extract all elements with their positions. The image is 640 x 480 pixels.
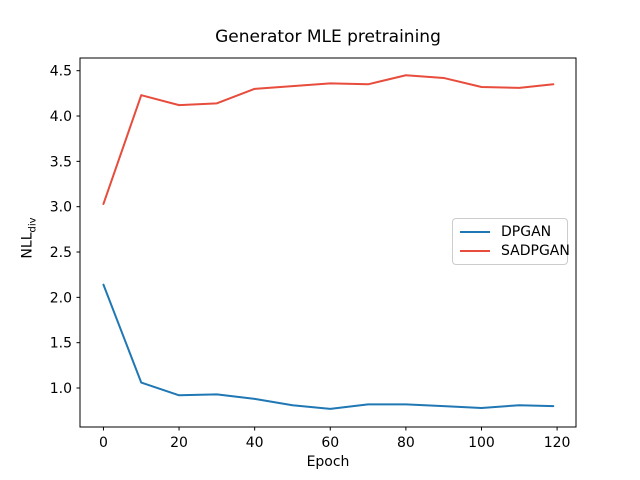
y-tick-label: 3.0 xyxy=(50,200,72,216)
axes-frame xyxy=(79,57,577,428)
y-tick-label: 4.5 xyxy=(50,64,72,80)
legend: DPGAN SADPGAN xyxy=(452,218,570,265)
x-axis-label: Epoch xyxy=(306,454,350,470)
sadpgan-line xyxy=(102,74,555,205)
legend-item-dpgan: DPGAN xyxy=(460,224,560,240)
x-tick-label: 20 xyxy=(170,435,188,451)
x-tick-label: 80 xyxy=(397,435,415,451)
legend-item-sadpgan: SADPGAN xyxy=(460,243,570,259)
y-tick-label: 1.5 xyxy=(50,336,72,352)
legend-line-sample-dpgan xyxy=(460,231,490,233)
y-axis-label: NLLdiv xyxy=(20,217,39,258)
legend-label-sadpgan: SADPGAN xyxy=(501,243,570,259)
legend-label-dpgan: DPGAN xyxy=(501,224,552,240)
x-tick-label: 60 xyxy=(321,435,339,451)
legend-line-sample-sadpgan xyxy=(460,250,490,252)
x-tick-label: 0 xyxy=(99,435,108,451)
y-tick-label: 2.5 xyxy=(50,245,72,261)
y-tick-label: 3.5 xyxy=(50,154,72,170)
x-tick-label: 120 xyxy=(544,435,571,451)
y-tick-label: 2.0 xyxy=(50,290,72,306)
dpgan-line xyxy=(102,283,555,410)
x-tick-label: 40 xyxy=(246,435,264,451)
x-tick-label: 100 xyxy=(468,435,495,451)
y-axis-label-base: NLL xyxy=(19,232,36,259)
y-tick-label: 1.0 xyxy=(50,381,72,397)
y-axis-label-subscript: div xyxy=(27,217,39,233)
chart-title: Generator MLE pretraining xyxy=(215,27,441,47)
y-tick-label: 4.0 xyxy=(50,109,72,125)
